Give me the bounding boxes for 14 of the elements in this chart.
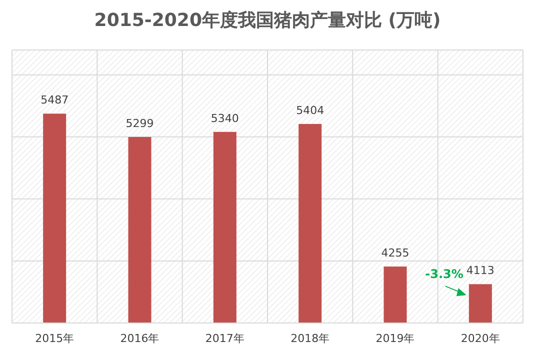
- x-tick-label: 2015年: [35, 332, 74, 345]
- data-label: 5299: [126, 116, 154, 130]
- data-label: 5340: [210, 112, 239, 125]
- data-label: 5487: [40, 94, 69, 107]
- x-tick-label: 2020年: [460, 332, 500, 345]
- x-tick-label: 2018年: [290, 332, 330, 345]
- data-label: 5404: [296, 104, 324, 117]
- data-label: 4255: [381, 246, 410, 260]
- x-tick-label: 2017年: [205, 332, 244, 345]
- x-tick-label: 2019年: [376, 332, 415, 345]
- annotation: -3.3%: [425, 267, 464, 282]
- x-tick-label: 2016年: [120, 332, 160, 345]
- chart-title: 2015-2020年度我国猪肉产量对比 (万吨): [94, 10, 441, 31]
- data-label: 4113: [466, 264, 494, 278]
